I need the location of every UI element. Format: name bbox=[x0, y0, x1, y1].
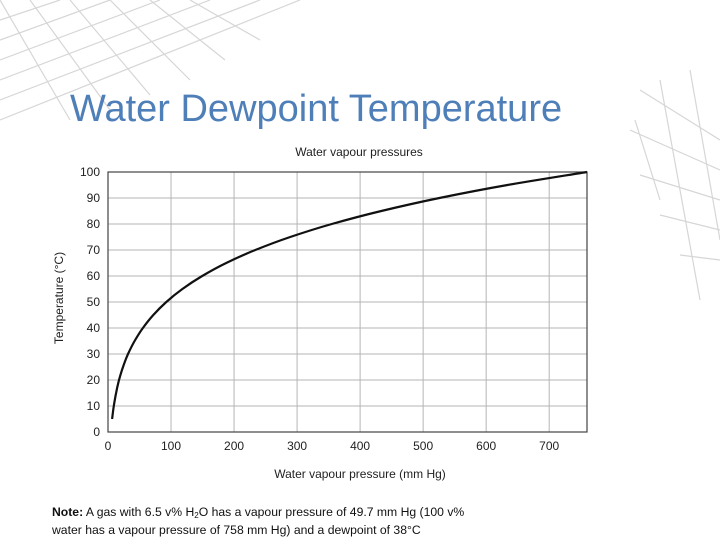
y-axis-label: Temperature (°C) bbox=[52, 252, 66, 344]
y-tick-label: 100 bbox=[80, 165, 100, 179]
y-tick-label: 60 bbox=[87, 269, 101, 283]
y-tick-label: 30 bbox=[87, 347, 101, 361]
y-tick-label: 40 bbox=[87, 321, 101, 335]
note-line1-end: O has a vapour pressure of 49.7 mm Hg (1… bbox=[198, 505, 465, 519]
x-tick-label: 600 bbox=[476, 439, 496, 453]
series-line bbox=[111, 170, 588, 420]
x-tick-label: 500 bbox=[413, 439, 433, 453]
x-tick-label: 300 bbox=[287, 439, 307, 453]
slide-title: Water Dewpoint Temperature bbox=[70, 88, 563, 130]
y-axis-ticks: 0 10 20 30 40 50 60 70 80 90 100 bbox=[80, 165, 100, 439]
y-tick-label: 90 bbox=[87, 191, 101, 205]
y-tick-label: 20 bbox=[87, 373, 101, 387]
x-tick-label: 0 bbox=[105, 439, 112, 453]
x-tick-label: 200 bbox=[224, 439, 244, 453]
note-text: Note: A gas with 6.5 v% H2O has a vapour… bbox=[52, 505, 612, 538]
x-axis-label: Water vapour pressure (mm Hg) bbox=[274, 467, 446, 481]
y-tick-label: 50 bbox=[87, 295, 101, 309]
note-line1-start: A gas with 6.5 v% H bbox=[83, 505, 195, 519]
x-tick-label: 100 bbox=[161, 439, 181, 453]
x-tick-label: 700 bbox=[539, 439, 559, 453]
chart-grid bbox=[107, 171, 587, 433]
y-tick-label: 70 bbox=[87, 243, 101, 257]
y-tick-label: 0 bbox=[93, 425, 100, 439]
note-line2: water has a vapour pressure of 758 mm Hg… bbox=[52, 523, 421, 537]
note-label: Note: bbox=[52, 505, 84, 519]
chart-title: Water vapour pressures bbox=[295, 145, 423, 159]
note-subscript: 2 bbox=[194, 511, 199, 520]
y-tick-label: 80 bbox=[87, 217, 101, 231]
plot-frame bbox=[107, 171, 588, 433]
x-tick-label: 400 bbox=[350, 439, 370, 453]
y-tick-label: 10 bbox=[87, 399, 101, 413]
x-axis-ticks: 0 100 200 300 400 500 600 700 bbox=[105, 439, 560, 453]
chart-svg: Water vapour pressures 0 100 200 300 400 500 6… bbox=[52, 145, 588, 481]
